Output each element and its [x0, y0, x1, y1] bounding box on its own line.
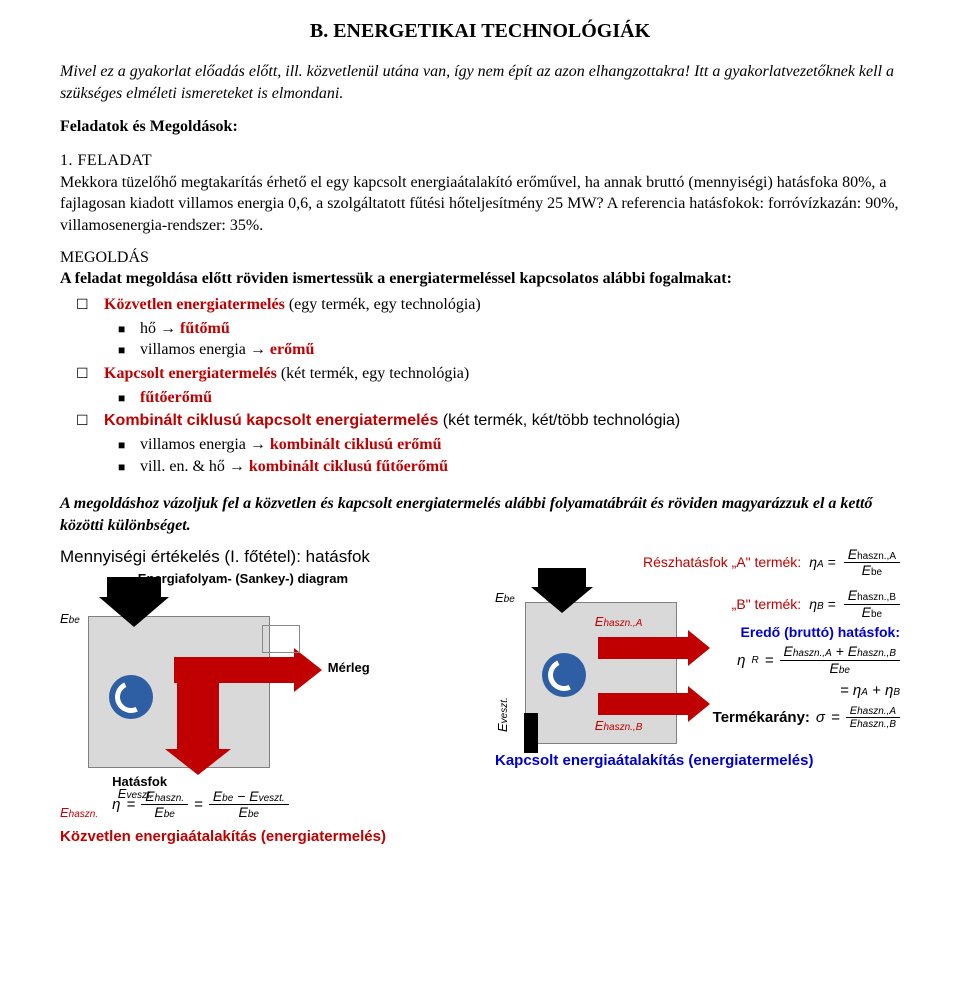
bullet-l2c1-red: kombinált ciklusú erőmű [270, 436, 442, 453]
bullet-l2c1-pre: villamos energia → [140, 436, 270, 453]
bullet-l1c-suffix: (két termék, két/több technológia) [438, 412, 680, 429]
list-item: Közvetlen energiatermelés (egy termék, e… [100, 294, 900, 361]
list-item: hő → fűtőmű [140, 318, 900, 340]
feladat-block: 1. FELADAT Mekkora tüzelőhő megtakarítás… [60, 150, 900, 236]
label-ehaszn: Ehaszn. [60, 805, 98, 820]
megoldas-lead: A feladat megoldása előtt röviden ismert… [60, 270, 732, 287]
arrow-haszn-stem [177, 681, 219, 751]
cycle-icon-r [542, 653, 586, 697]
sankey-box [88, 616, 270, 768]
megoldas-label: MEGOLDÁS [60, 249, 149, 266]
transition-text: A megoldáshoz vázoljuk fel a közvetlen é… [60, 493, 900, 536]
bullet-l2c2-pre: vill. en. & hő → [140, 458, 249, 475]
arrow-a-head-icon [688, 630, 710, 666]
label-eveszt: Eveszt. [118, 786, 153, 801]
bullet-l2a2-red: erőmű [270, 341, 314, 358]
megoldas-block: MEGOLDÁS A feladat megoldása előtt rövid… [60, 247, 900, 478]
resz-b-line: „B" termék: ηB = Ehaszn.,BEbe [687, 588, 900, 620]
bullet-l2c2-red: kombinált ciklusú fűtőerőmű [249, 458, 448, 475]
diag-left-title: Mennyiségi értékelés (I. főtétel): hatás… [60, 547, 465, 567]
eq-etar: ηR= Ehaszn.,A + Ehaszn.,BEbe = ηA + ηB [687, 644, 900, 699]
feladat-text: Mekkora tüzelőhő megtakarítás érhető el … [60, 174, 899, 234]
page-heading: B. ENERGETIKAI TECHNOLÓGIÁK [60, 20, 900, 43]
arrow-in-stem-r [538, 568, 586, 588]
bullet-l1a: Közvetlen energiatermelés [104, 296, 285, 313]
label-ehaszn-b: Ehaszn.,B [595, 718, 643, 733]
caption-left: Közvetlen energiaátalakítás (energiaterm… [60, 828, 465, 845]
list-item: Kombinált ciklusú kapcsolt energiatermel… [100, 410, 900, 477]
arrow-veszt-r-stem [524, 713, 538, 753]
diagram-right: Részhatásfok „A" termék: ηA = Ehaszn.,AE… [495, 547, 900, 846]
arrow-b-head-icon [688, 686, 710, 722]
list-item: villamos energia → erőmű [140, 339, 900, 361]
bullet-l2a1-pre: hő → [140, 320, 180, 337]
diagram-left: Mennyiségi értékelés (I. főtétel): hatás… [60, 547, 465, 846]
bullet-l2a2-pre: villamos energia → [140, 341, 270, 358]
caption-right: Kapcsolt energiaátalakítás (energiaterme… [495, 752, 900, 769]
eredo-label: Eredő (bruttó) hatásfok: [687, 624, 900, 640]
feladat-number: 1. [60, 152, 78, 169]
termekarany-row: Termékarány: σ= Ehaszn.,AEhaszn.,B [687, 705, 900, 730]
arrow-in-stem [107, 577, 161, 599]
arrow-in-head-r-icon [531, 587, 593, 613]
diagrams-row: Mennyiségi értékelés (I. főtétel): hatás… [60, 547, 900, 846]
sankey-label: Energiafolyam- (Sankey-) diagram [138, 571, 348, 586]
feladat-label: FELADAT [78, 152, 153, 169]
list-item: villamos energia → kombinált ciklusú erő… [140, 434, 900, 456]
list-item: fűtőerőmű [140, 387, 900, 409]
label-ebe-r: Ebe [495, 590, 515, 605]
label-ehaszn-a: Ehaszn.,A [595, 614, 643, 629]
label-eveszt-r: Eveszt. [495, 698, 510, 733]
arrow-b-stem [598, 693, 688, 715]
arrow-veszt-head-icon [294, 648, 322, 692]
arrow-veszt-stem [174, 657, 294, 683]
cycle-icon [109, 675, 153, 719]
arrow-haszn-head-icon [165, 749, 231, 775]
label-ebe: Ebe [60, 611, 80, 626]
arrow-down-icon [99, 597, 169, 627]
bullet-l1a-suffix: (egy termék, egy technológia) [285, 296, 481, 313]
list-item: Kapcsolt energiatermelés (két termék, eg… [100, 363, 900, 408]
bullet-l1b: Kapcsolt energiatermelés [104, 365, 277, 382]
merleg-label: Mérleg [328, 660, 370, 675]
bullet-l1b-suffix: (két termék, egy technológia) [277, 365, 469, 382]
section-label: Feladatok és Megoldások: [60, 118, 900, 136]
intro-paragraph: Mivel ez a gyakorlat előadás előtt, ill.… [60, 61, 900, 104]
bullet-l2a1-red: fűtőmű [180, 320, 230, 337]
list-item: vill. en. & hő → kombinált ciklusú fűtőe… [140, 456, 900, 478]
bullet-l1c: Kombinált ciklusú kapcsolt energiatermel… [104, 412, 438, 429]
bullet-l2b1-red: fűtőerőmű [140, 389, 212, 406]
merleg-box-icon [262, 625, 300, 653]
arrow-a-stem [598, 637, 688, 659]
